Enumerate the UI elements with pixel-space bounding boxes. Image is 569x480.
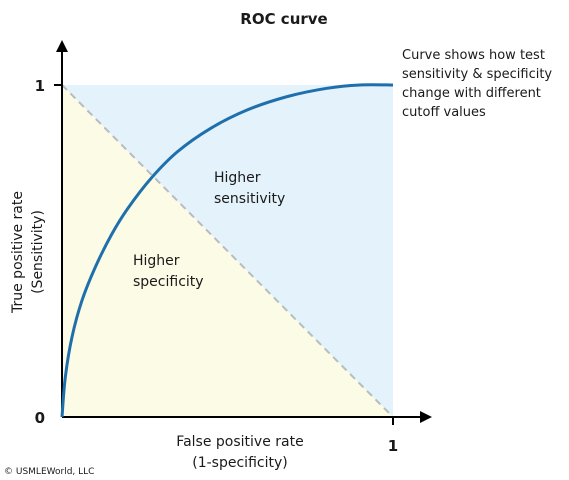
region-label-sensitivity-1: Higher	[214, 170, 261, 186]
region-label-sensitivity-2: sensitivity	[214, 191, 285, 207]
copyright-text: © USMLEWorld, LLC	[4, 467, 94, 477]
annotation-line-4: cutoff values	[402, 105, 486, 120]
region-label-specificity-2: specificity	[133, 274, 204, 290]
roc-curve-line	[60, 83, 394, 418]
region-label-specificity-1: Higher	[133, 253, 180, 269]
annotation-line-2: sensitivity & specificity	[402, 67, 552, 82]
annotation-line-1: Curve shows how test	[402, 48, 545, 63]
x-axis-label-line-2: (1-specificity)	[192, 455, 287, 471]
x-axis-label-line-1: False positive rate	[176, 434, 303, 450]
y-tick-label-0: 0	[35, 409, 45, 427]
y-axis-arrow	[56, 40, 68, 52]
reference-diagonal-line	[61, 84, 394, 418]
y-tick-label-1: 1	[35, 77, 45, 95]
x-axis-arrow	[420, 411, 432, 423]
x-tick-label-1: 1	[388, 437, 398, 455]
chart-title: ROC curve	[240, 10, 327, 28]
y-axis-label-line-2: (Sensitivity)	[30, 210, 46, 294]
annotation-line-3: change with different	[402, 86, 541, 101]
y-axis-label-line-1: True positive rate	[10, 191, 26, 314]
